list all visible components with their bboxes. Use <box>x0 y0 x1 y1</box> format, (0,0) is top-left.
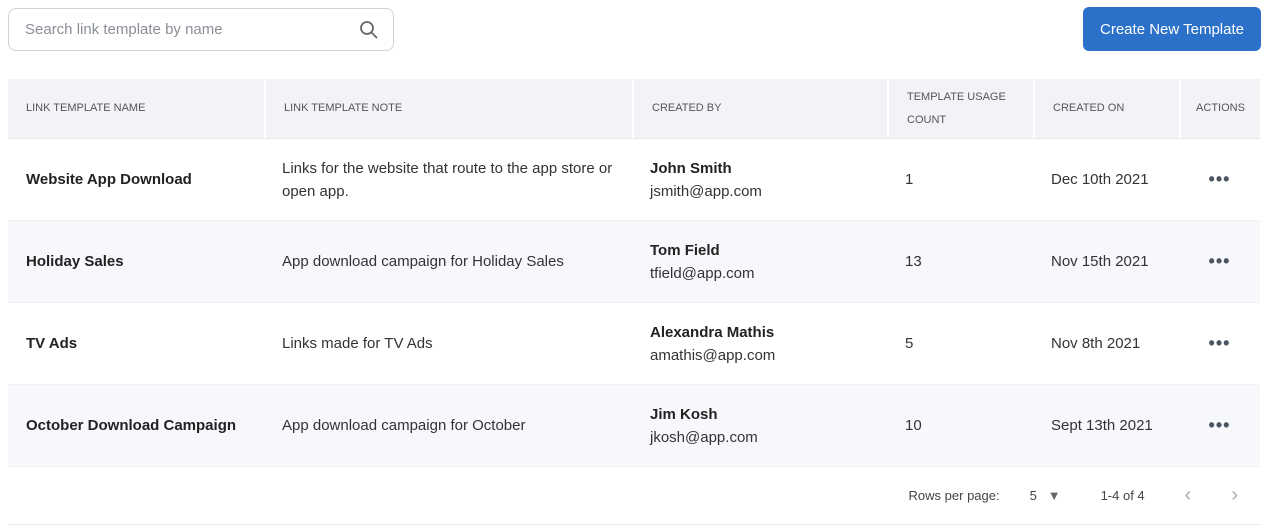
usage-count: 10 <box>905 417 922 434</box>
chevron-left-icon[interactable]: ‹ <box>1184 484 1192 506</box>
column-header-created-on: Created On <box>1033 79 1179 138</box>
more-actions-icon[interactable]: ••• <box>1208 169 1231 189</box>
rows-per-page-value: 5 <box>1029 488 1037 503</box>
template-note: App download campaign for October <box>282 417 526 434</box>
table-header: Link Template Name Link Template Note Cr… <box>8 79 1260 139</box>
created-on: Nov 15th 2021 <box>1051 253 1149 270</box>
template-name: October Download Campaign <box>26 417 237 434</box>
usage-count: 1 <box>905 171 914 188</box>
creator-name: Tom Field <box>650 241 720 259</box>
template-name: TV Ads <box>26 335 78 352</box>
template-note: Links made for TV Ads <box>282 335 433 352</box>
table-row[interactable]: October Download Campaign App download c… <box>8 385 1260 467</box>
column-header-usage-count: Template Usage Count <box>887 79 1033 138</box>
chevron-right-icon[interactable]: › <box>1231 484 1238 506</box>
creator-email: jkosh@app.com <box>650 428 758 446</box>
created-by: John Smith jsmith@app.com <box>632 157 887 203</box>
creator-name: Alexandra Mathis <box>650 323 775 341</box>
created-on: Dec 10th 2021 <box>1051 171 1149 188</box>
created-by: Alexandra Mathis amathis@app.com <box>632 321 887 367</box>
pagination: Rows per page: 5 ▼ 1-4 of 4 ‹ › <box>8 467 1260 524</box>
creator-name: John Smith <box>650 159 732 177</box>
usage-count: 13 <box>905 253 922 270</box>
created-on: Sept 13th 2021 <box>1051 417 1153 434</box>
template-name: Website App Download <box>26 171 192 188</box>
caret-down-icon: ▼ <box>1047 488 1061 503</box>
creator-email: tfield@app.com <box>650 264 755 282</box>
table-row[interactable]: TV Ads Links made for TV Ads Alexandra M… <box>8 303 1260 385</box>
column-header-note: Link Template Note <box>264 79 632 138</box>
link-templates-table: Link Template Name Link Template Note Cr… <box>8 79 1260 525</box>
search-input[interactable] <box>23 20 359 39</box>
creator-name: Jim Kosh <box>650 405 718 423</box>
usage-count: 5 <box>905 335 914 352</box>
template-name: Holiday Sales <box>26 253 124 270</box>
table-row[interactable]: Website App Download Links for the websi… <box>8 139 1260 221</box>
creator-email: amathis@app.com <box>650 346 776 364</box>
column-header-actions: Actions <box>1179 79 1260 138</box>
page-range: 1-4 of 4 <box>1100 488 1145 503</box>
table-row[interactable]: Holiday Sales App download campaign for … <box>8 221 1260 303</box>
create-new-template-button[interactable]: Create New Template <box>1083 7 1261 51</box>
rows-per-page-label: Rows per page: <box>908 488 1000 503</box>
more-actions-icon[interactable]: ••• <box>1208 333 1231 353</box>
created-by: Jim Kosh jkosh@app.com <box>632 403 887 449</box>
more-actions-icon[interactable]: ••• <box>1208 251 1231 271</box>
template-note: App download campaign for Holiday Sales <box>282 253 564 270</box>
created-by: Tom Field tfield@app.com <box>632 239 887 285</box>
search-icon[interactable] <box>359 20 379 40</box>
creator-email: jsmith@app.com <box>650 182 762 200</box>
template-note: Links for the website that route to the … <box>282 159 613 200</box>
column-header-name: Link Template Name <box>26 102 146 114</box>
more-actions-icon[interactable]: ••• <box>1208 415 1231 435</box>
column-header-created-by: Created By <box>632 79 887 138</box>
search-field[interactable] <box>8 8 394 51</box>
created-on: Nov 8th 2021 <box>1051 335 1141 352</box>
rows-per-page-select[interactable]: 5 ▼ <box>1030 488 1061 503</box>
